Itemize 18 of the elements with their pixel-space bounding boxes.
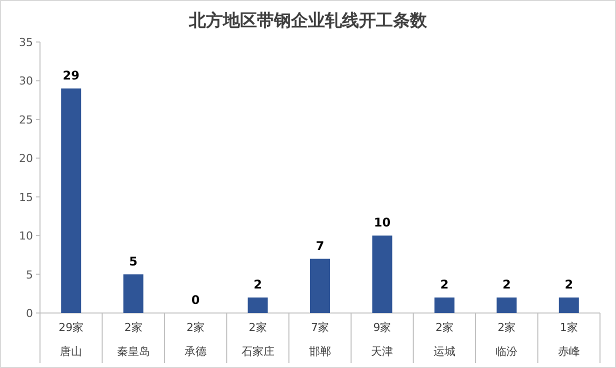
data-label: 2 (440, 278, 449, 292)
data-label: 2 (502, 278, 511, 292)
data-label: 29 (62, 68, 80, 82)
y-tick-label: 25 (19, 113, 33, 126)
y-tick-label: 10 (19, 230, 33, 243)
data-label: 2 (254, 278, 262, 292)
title: 北方地区带钢企业轧线开工条数 (189, 11, 427, 31)
data-label: 2 (564, 278, 574, 292)
data-label: 7 (316, 238, 324, 253)
y-tick-label: 30 (19, 74, 33, 88)
data-label: 10 (374, 216, 391, 230)
data-label: 5 (129, 254, 138, 268)
y-tick-label: 5 (26, 268, 33, 282)
y-tick-label: 35 (19, 36, 33, 49)
y-tick-label: 0 (26, 307, 33, 320)
data-label: 0 (191, 293, 200, 307)
y-tick-label: 20 (19, 152, 33, 166)
y-tick-label: 15 (19, 190, 33, 204)
